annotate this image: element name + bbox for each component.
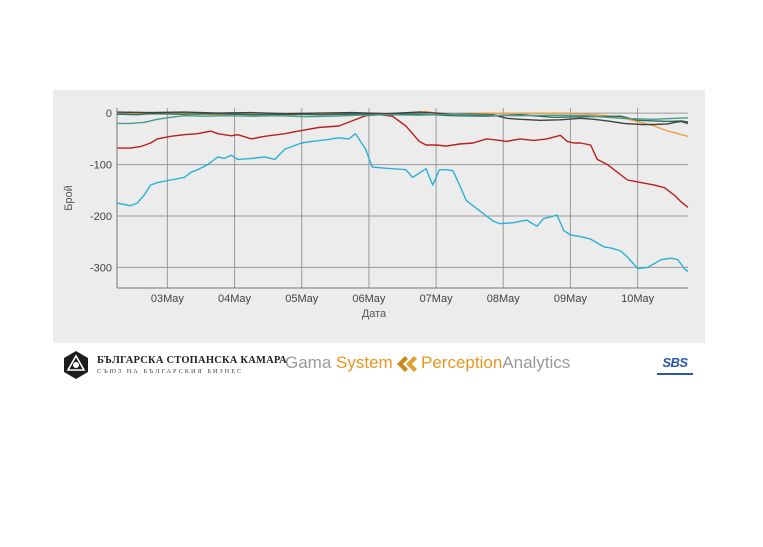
x-tick-label: 03May [151,293,185,305]
series-lines [116,110,689,273]
series-line-2 [117,114,689,208]
series-line-1 [116,133,689,273]
gama-text: Gama [285,353,337,372]
y-tick-label: -300 [90,262,112,274]
y-tick-label: 0 [106,108,112,120]
plot-area [117,108,688,288]
x-tick-labels: 03May 04May 05May 06May 07May 08May 09May 10May [151,293,655,305]
chart-panel: 0 -100 -200 -300 03May 04May 05May 06May 07May 0… [53,90,705,343]
y-tick-label: -100 [90,160,112,172]
y-tick-labels: 0 -100 -200 -300 [90,108,112,274]
x-axis-label: Дата [362,308,387,320]
x-tick-label: 05May [285,293,319,305]
grid [117,108,688,288]
line-chart: 0-100-200-300 03May 04May 05May 06May 07May 0… [63,108,689,320]
axes [116,108,688,289]
x-tick-label: 09May [554,293,588,305]
system-text: System [336,353,393,372]
gama-system-logo: Gama System [285,353,393,373]
x-tick-label: 10May [621,293,655,305]
perception-text: Perception [421,353,503,372]
series-line-5 [116,111,689,126]
logo-strip: БЪЛГАРСКА СТОПАНСКА КАМАРА СЪЮЗ НА БЪЛГА… [53,343,705,385]
y-tick-label: -200 [90,211,112,223]
chevrons-icon [397,356,417,372]
x-tick-label: 04May [218,293,252,305]
bcc-logo: БЪЛГАРСКА СТОПАНСКА КАМАРА СЪЮЗ НА БЪЛГА… [61,349,287,381]
perception-analytics-logo: PerceptionAnalytics [421,353,570,373]
bcc-name: БЪЛГАРСКА СТОПАНСКА КАМАРА [97,355,287,366]
x-tick-label: 07May [420,293,454,305]
sbs-logo-icon [657,354,693,376]
x-tick-label: 06May [352,293,386,305]
series-line-6 [117,113,689,125]
x-tick-label: 08May [487,293,521,305]
y-axis-label: Брой [63,185,75,211]
bcc-emblem-icon [64,351,88,379]
sbs-text: SBS [662,355,688,370]
bcc-tagline: СЪЮЗ НА БЪЛГАРСКИЯ БИЗНЕС [97,368,244,375]
analytics-text: Analytics [502,353,571,372]
